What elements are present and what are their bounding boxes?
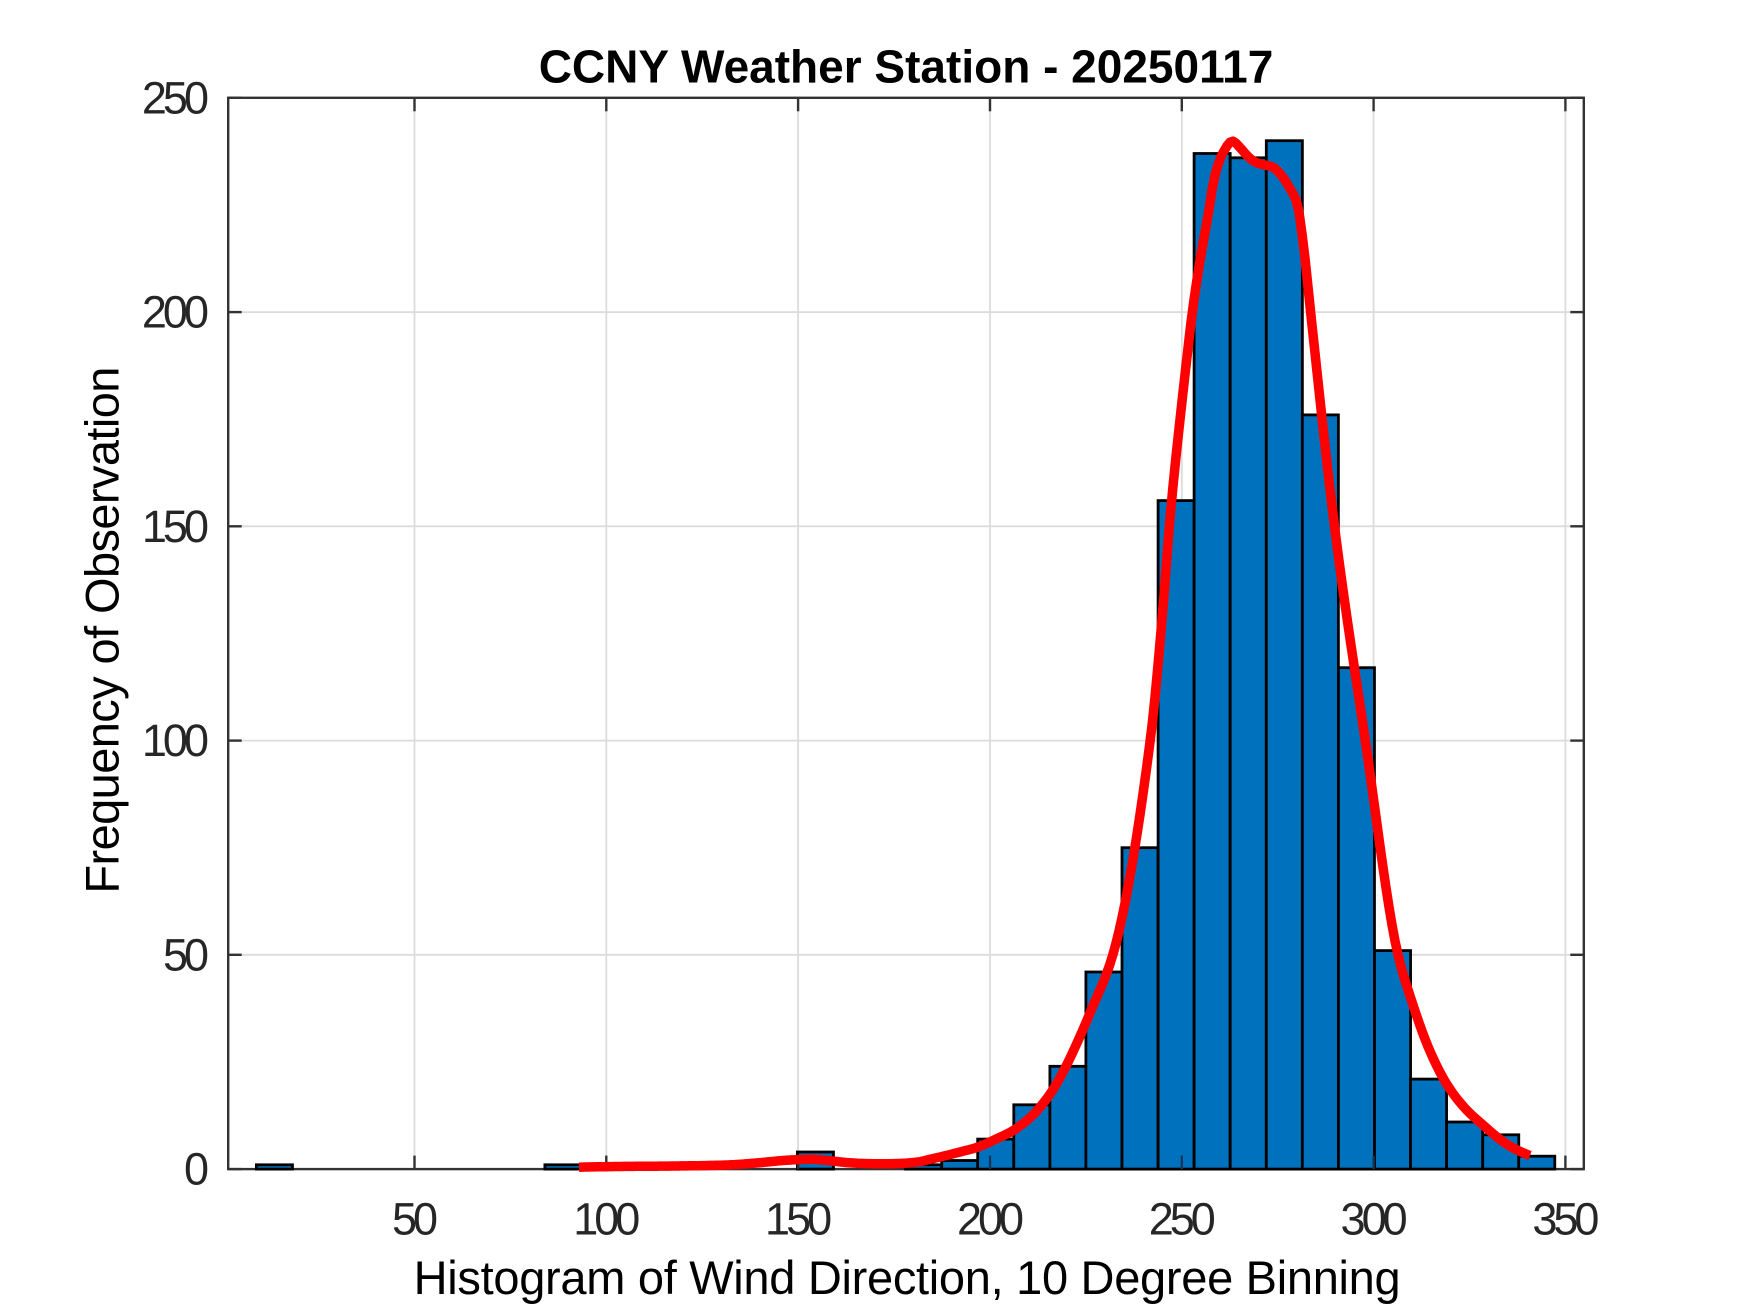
svg-text:200: 200: [957, 1194, 1023, 1245]
svg-text:100: 100: [142, 715, 208, 766]
svg-text:CCNY Weather Station - 2025011: CCNY Weather Station - 20250117: [539, 41, 1274, 93]
svg-text:150: 150: [765, 1194, 831, 1245]
svg-text:Frequency of Observation: Frequency of Observation: [75, 367, 128, 893]
svg-text:350: 350: [1532, 1194, 1598, 1245]
svg-text:50: 50: [392, 1194, 437, 1245]
svg-text:200: 200: [142, 287, 208, 338]
svg-text:250: 250: [1149, 1194, 1215, 1245]
svg-text:250: 250: [142, 72, 208, 123]
svg-text:150: 150: [142, 501, 208, 552]
svg-text:Histogram of Wind Direction, 1: Histogram of Wind Direction, 10 Degree B…: [414, 1251, 1401, 1304]
svg-text:50: 50: [163, 929, 208, 980]
svg-text:0: 0: [184, 1144, 208, 1195]
svg-text:100: 100: [573, 1194, 639, 1245]
svg-text:300: 300: [1341, 1194, 1407, 1245]
